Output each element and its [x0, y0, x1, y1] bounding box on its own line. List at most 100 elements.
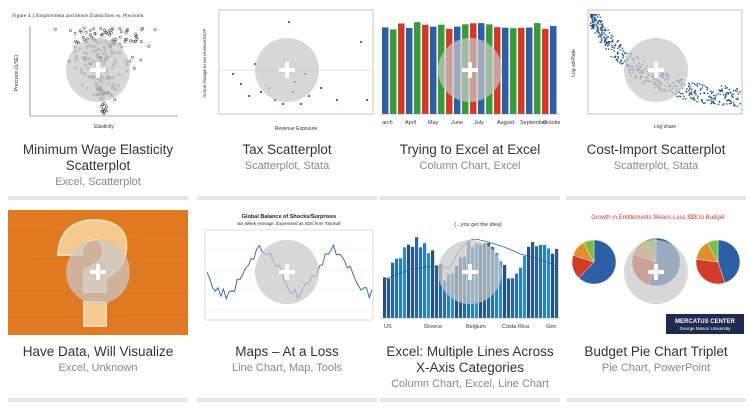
scatter-point	[92, 27, 96, 31]
tag[interactable]: Unknown	[91, 362, 138, 374]
column-bar	[431, 250, 435, 318]
zoom-plus-icon[interactable]	[66, 240, 130, 304]
tag[interactable]: Excel	[465, 378, 492, 390]
scatter-point	[599, 16, 602, 18]
tag[interactable]: Scatterplot	[613, 160, 667, 172]
scatter-point	[695, 92, 697, 94]
scatter-point	[712, 91, 714, 93]
scatter-point	[718, 89, 720, 91]
zoom-plus-icon[interactable]	[624, 38, 688, 102]
card-title[interactable]: Maps – At a Loss	[235, 344, 339, 359]
card-title[interactable]: Have Data, Will Visualize	[22, 344, 174, 359]
scatter-point	[616, 41, 618, 43]
scatter-point	[713, 94, 715, 96]
tag[interactable]: Tools	[316, 362, 342, 374]
scatter-point	[720, 85, 723, 87]
month-label: July	[474, 120, 484, 126]
card-tags[interactable]: Scatterplot, Stata	[613, 160, 699, 172]
card-title[interactable]: Cost-Import Scatterplot	[586, 142, 726, 157]
card-title[interactable]: Budget Pie Chart Triplet	[584, 344, 728, 359]
thumbnail[interactable]: Figure 4.1 Employment and Hours Elastici…	[8, 8, 188, 133]
scatter-point	[99, 27, 103, 31]
tag[interactable]: Line Chart	[232, 362, 283, 374]
tag[interactable]: Line Chart	[498, 378, 549, 390]
column-bar	[427, 253, 431, 318]
tag[interactable]: PowerPoint	[653, 362, 711, 374]
zoom-plus-icon[interactable]	[255, 240, 319, 304]
pie-slice	[707, 239, 719, 263]
scatter-point	[607, 36, 609, 38]
tag[interactable]: Scatterplot	[88, 176, 141, 188]
scatter-point	[100, 109, 104, 113]
tag[interactable]: Excel	[55, 176, 83, 188]
scatter-point	[727, 99, 730, 101]
thumb-brand: MERCATUS CENTER	[675, 319, 736, 325]
scatter-point	[717, 103, 720, 105]
thumbnail[interactable]: Log share Log ad-Rate	[566, 8, 746, 133]
thumbnail[interactable]	[8, 210, 188, 335]
thumbnail[interactable]: Growth in Entitlements Means Less $$$ to…	[566, 210, 746, 335]
tag[interactable]: Pie Chart	[601, 362, 648, 374]
pie-slice	[695, 258, 726, 285]
column-bar	[502, 27, 509, 115]
card-divider	[8, 398, 188, 402]
scatter-point	[595, 25, 598, 27]
scatter-point	[602, 26, 604, 28]
scatter-point	[714, 102, 716, 105]
tag[interactable]: Stata	[303, 160, 330, 172]
scatter-point	[601, 24, 603, 26]
card-tags[interactable]: Column Chart, Excel, Line Chart	[391, 378, 549, 390]
zoom-plus-icon[interactable]	[438, 240, 502, 304]
scatter-point	[111, 27, 114, 30]
scatter-point	[619, 44, 622, 46]
tag[interactable]: Column Chart	[391, 378, 459, 390]
thumbnail[interactable]: Revenue Exposure Actual change in tax re…	[197, 8, 377, 133]
scatter-point	[598, 32, 600, 34]
scatter-point	[729, 100, 732, 102]
scatter-point	[597, 23, 599, 25]
tag[interactable]: Column Chart	[419, 160, 488, 172]
thumbnail[interactable]: (...you get the idea) US Greece Belgium Cos…	[380, 210, 560, 335]
scatter-point	[709, 95, 711, 97]
scatter-point	[726, 99, 728, 102]
scatter-point	[231, 72, 235, 76]
scatter-point	[607, 40, 610, 43]
scatter-point	[693, 96, 695, 99]
card-tags[interactable]: Pie Chart, PowerPoint	[601, 362, 711, 374]
card-tags[interactable]: Line Chart, Map, Tools	[232, 362, 342, 374]
zoom-plus-icon[interactable]	[624, 240, 688, 304]
zoom-plus-icon[interactable]	[66, 38, 130, 102]
scatter-point	[601, 25, 604, 27]
tag[interactable]: Excel	[58, 362, 86, 374]
card-title[interactable]: Minimum Wage Elasticity Scatterplot	[22, 142, 174, 173]
card-tags[interactable]: Excel, Scatterplot	[55, 176, 141, 188]
scatter-point	[591, 28, 593, 30]
thumbnail[interactable]: arch April May June July August September Octob…	[380, 8, 560, 133]
column-bar	[531, 241, 535, 318]
scatter-point	[683, 95, 685, 97]
scatter-point	[622, 62, 624, 64]
card-title[interactable]: Tax Scatterplot	[242, 142, 332, 157]
card-title[interactable]: Trying to Excel at Excel	[399, 142, 541, 157]
card-tags[interactable]: Excel, Unknown	[58, 362, 138, 374]
card-tags[interactable]: Column Chart, Excel	[419, 160, 521, 172]
column-bar	[406, 28, 413, 115]
zoom-plus-icon[interactable]	[255, 38, 319, 102]
scatter-point	[710, 96, 713, 99]
zoom-plus-icon[interactable]	[438, 38, 502, 102]
scatter-point	[725, 95, 727, 97]
month-label: May	[428, 120, 439, 126]
scatter-point	[691, 93, 693, 96]
card-tags[interactable]: Scatterplot, Stata	[244, 160, 330, 172]
card-title[interactable]: Excel: Multiple Lines Across X-Axis Cate…	[386, 344, 554, 375]
scatter-point	[712, 100, 714, 103]
tag[interactable]: Excel	[493, 160, 521, 172]
category-label: Gen	[546, 324, 556, 330]
scatter-point	[601, 27, 603, 30]
tag[interactable]: Stata	[672, 160, 699, 172]
tag[interactable]: Map	[288, 362, 311, 374]
scatter-point	[624, 52, 626, 54]
thumbnail[interactable]: Global Balance of Shocks/Surprises Six W…	[197, 210, 377, 335]
scatter-point	[696, 82, 699, 85]
tag[interactable]: Scatterplot	[244, 160, 298, 172]
